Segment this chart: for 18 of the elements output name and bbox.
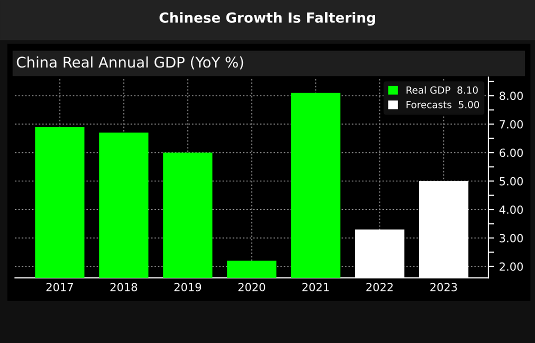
x-tick-label: 2021 — [302, 282, 329, 292]
chart-subtitle: China Real Annual GDP (YoY %) — [16, 56, 244, 70]
y-tick-label: 2.00 — [500, 262, 523, 271]
legend-label: Forecasts 5.00 — [406, 100, 480, 108]
x-tick-label: 2022 — [366, 282, 393, 292]
x-tick-label: 2023 — [430, 282, 457, 292]
y-tick-label: 3.00 — [500, 234, 523, 242]
x-tick-label: 2020 — [238, 282, 266, 292]
y-tick-label: 7.00 — [500, 120, 523, 129]
legend-label: Real GDP 8.10 — [406, 86, 478, 94]
x-tick-label: 2019 — [174, 282, 202, 292]
chart-title: Chinese Growth Is Faltering — [160, 12, 375, 26]
y-tick-label: 4.00 — [499, 205, 523, 214]
x-tick-label: 2017 — [46, 282, 73, 292]
y-tick-label: 6.00 — [500, 148, 523, 157]
y-tick-label: 8.00 — [500, 92, 523, 100]
y-tick-label: 5.00 — [500, 177, 523, 186]
x-tick-label: 2018 — [110, 282, 138, 292]
